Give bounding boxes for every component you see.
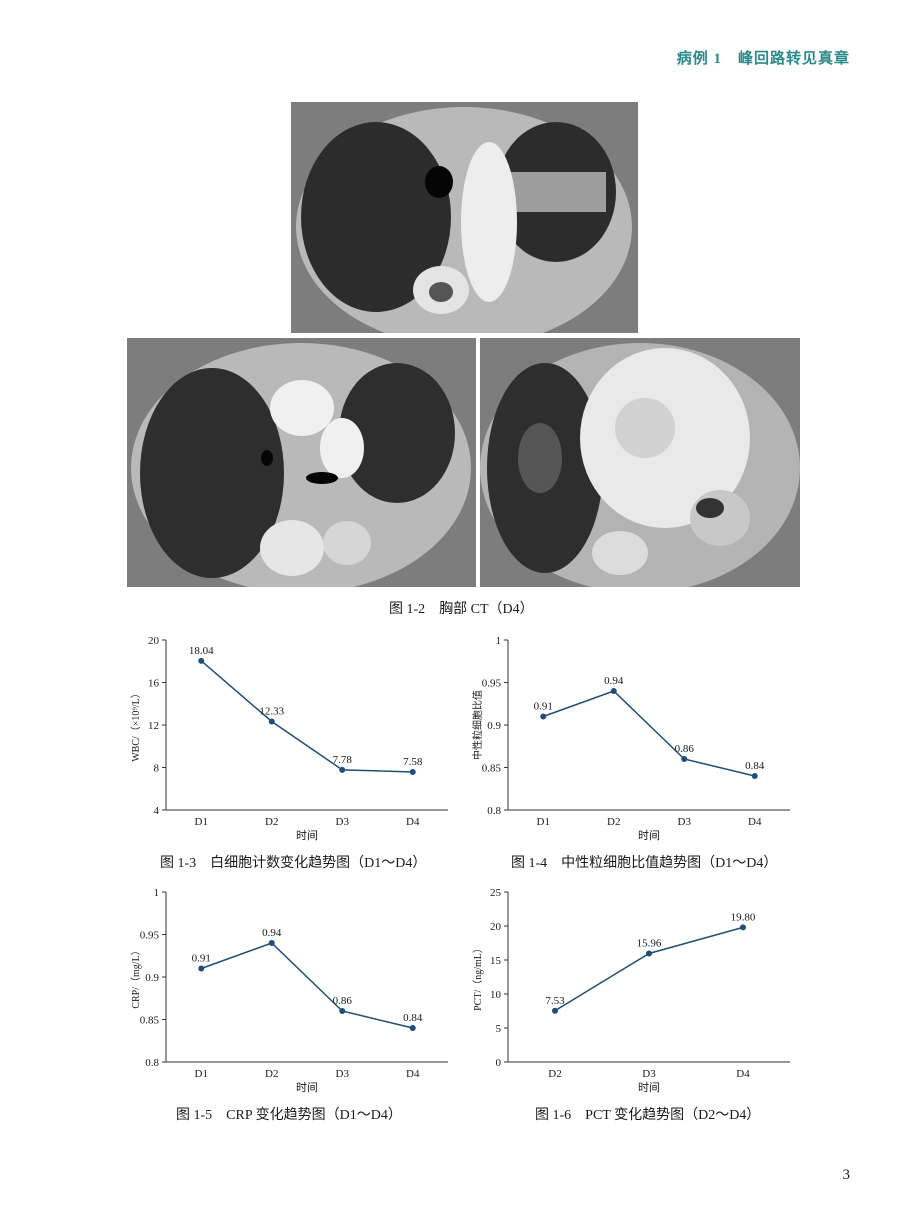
data-label: 0.84 [403, 1012, 423, 1024]
x-tick-label: D1 [195, 816, 208, 828]
fig5-caption: 图 1-5 CRP 变化趋势图（D1～D4） [176, 1108, 402, 1123]
data-point [751, 773, 758, 779]
x-tick-label: D3 [336, 816, 350, 828]
fig3-caption: 图 1-3 白细胞计数变化趋势图（D1～D4） [160, 856, 427, 871]
x-tick-label: D2 [265, 1068, 278, 1080]
data-point [198, 657, 205, 664]
y-tick-label: 0.9 [145, 972, 159, 984]
y-tick-label: 0.8 [145, 1057, 159, 1069]
data-label: 0.86 [675, 743, 695, 755]
x-tick-label: D4 [406, 816, 420, 828]
x-tick-label: D3 [642, 1068, 656, 1080]
data-point [610, 688, 617, 694]
y-tick-label: 20 [148, 635, 160, 647]
data-point [339, 1008, 346, 1014]
data-point [646, 950, 652, 957]
data-label: 0.94 [604, 675, 624, 687]
y-tick-label: 0.85 [140, 1015, 160, 1027]
fig6-caption: 图 1-6 PCT 变化趋势图（D2～D4） [535, 1108, 761, 1123]
wbc-chart: 4 8 12 16 20 D1 D2 D3 D4 时间 WBC/（×10⁹/L） 18.04 12.33… [128, 630, 458, 845]
y-tick-label: 20 [490, 921, 502, 933]
y-tick-label: 16 [148, 678, 160, 690]
y-axis-label: 中性粒细胞比值 [471, 690, 484, 760]
data-label: 15.96 [637, 937, 662, 949]
ct-figure-caption: 图 1-2 胸部 CT（D4） [389, 602, 534, 617]
x-tick-label: D3 [678, 816, 692, 828]
x-tick-label: D4 [406, 1068, 420, 1080]
data-label: 0.86 [333, 995, 353, 1007]
data-point [681, 756, 688, 762]
data-label: 7.53 [545, 995, 565, 1007]
y-tick-label: 12 [148, 720, 159, 732]
y-tick-label: 0.95 [482, 678, 502, 690]
data-point [740, 924, 746, 931]
data-label: 0.84 [745, 760, 765, 772]
pct-chart: 0 5 10 15 20 25 D2 D3 D4 时间 PCT/（ng/mL） 7.53 15.96 19… [470, 882, 800, 1097]
y-tick-label: 5 [496, 1023, 502, 1035]
y-tick-label: 0 [496, 1057, 502, 1069]
data-point [409, 768, 416, 775]
x-tick-label: D3 [336, 1068, 350, 1080]
data-label: 0.94 [262, 927, 282, 939]
page-number: 3 [842, 1167, 851, 1183]
x-tick-label: D2 [265, 816, 278, 828]
y-axis-label: WBC/（×10⁹/L） [130, 688, 142, 762]
y-tick-label: 0.8 [487, 805, 501, 817]
ct-image-middle [127, 338, 476, 587]
y-axis-label: PCT/（ng/mL） [472, 943, 484, 1011]
series-line [542, 690, 755, 777]
y-axis-label: CRP/（mg/L） [130, 945, 142, 1008]
x-tick-label: D4 [748, 816, 762, 828]
x-tick-label: D2 [548, 1068, 561, 1080]
x-axis-label: 时间 [296, 829, 318, 842]
data-point [552, 1007, 558, 1014]
data-label: 12.33 [259, 705, 284, 717]
x-axis-label: 时间 [638, 1081, 660, 1094]
neutrophil-chart: 0.8 0.85 0.9 0.95 1 D1 D2 D3 D4 时间 中性粒细胞比值 0.91 0.94… [470, 630, 800, 845]
data-label: 7.58 [403, 756, 423, 768]
series-line [200, 942, 413, 1029]
data-point [268, 940, 275, 946]
y-tick-label: 15 [490, 955, 502, 967]
x-axis-label: 时间 [296, 1081, 318, 1094]
crp-chart: 0.8 0.85 0.9 0.95 1 D1 D2 D3 D4 时间 CRP/（mg/L） 0.91 0… [128, 882, 458, 1097]
data-point [339, 766, 346, 773]
data-label: 19.80 [731, 911, 756, 923]
y-tick-label: 1 [496, 635, 502, 647]
data-label: 18.04 [189, 645, 214, 657]
y-tick-label: 0.9 [487, 720, 501, 732]
data-point [198, 965, 205, 972]
y-tick-label: 1 [154, 887, 160, 899]
x-tick-label: D2 [607, 816, 620, 828]
fig4-caption: 图 1-4 中性粒细胞比值趋势图（D1～D4） [511, 856, 778, 871]
data-label: 0.91 [192, 953, 211, 965]
x-tick-label: D4 [736, 1068, 750, 1080]
series-line [200, 660, 413, 773]
y-tick-label: 0.85 [482, 763, 502, 775]
y-tick-label: 10 [490, 989, 502, 1001]
data-label: 0.91 [534, 701, 553, 713]
running-header: 病例 1 峰回路转见真章 [676, 51, 850, 67]
data-label: 7.78 [333, 754, 353, 766]
y-tick-label: 25 [490, 887, 502, 899]
y-tick-label: 0.95 [140, 930, 160, 942]
data-point [409, 1025, 416, 1031]
x-tick-label: D1 [537, 816, 550, 828]
data-point [268, 718, 275, 725]
x-axis-label: 时间 [638, 829, 660, 842]
y-tick-label: 8 [154, 763, 160, 775]
x-tick-label: D1 [195, 1068, 208, 1080]
ct-image-upper [291, 102, 638, 333]
y-tick-label: 4 [154, 805, 160, 817]
ct-image-lower [480, 338, 800, 587]
data-point [540, 713, 547, 720]
